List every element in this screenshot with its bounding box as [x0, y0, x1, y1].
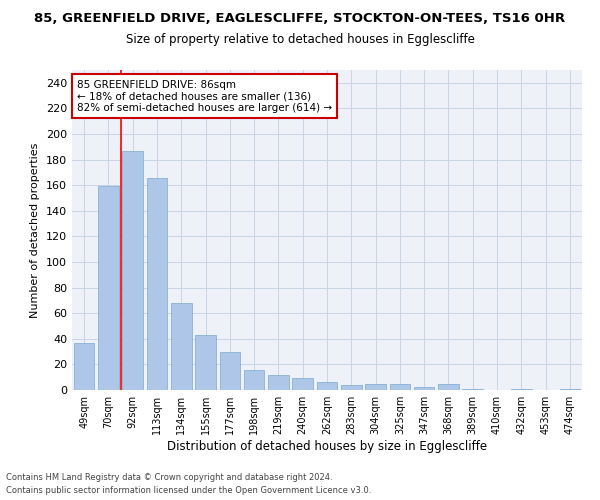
Bar [74, 342, 94, 390]
Bar [341, 385, 362, 390]
Bar [244, 370, 265, 390]
Bar [268, 374, 289, 390]
Text: 85 GREENFIELD DRIVE: 86sqm
← 18% of detached houses are smaller (136)
82% of sem: 85 GREENFIELD DRIVE: 86sqm ← 18% of deta… [77, 80, 332, 113]
Bar [438, 384, 459, 390]
Bar [292, 378, 313, 390]
X-axis label: Distribution of detached houses by size in Egglescliffe: Distribution of detached houses by size … [167, 440, 487, 453]
Bar [171, 303, 191, 390]
Bar [389, 384, 410, 390]
Text: Contains HM Land Registry data © Crown copyright and database right 2024.: Contains HM Land Registry data © Crown c… [6, 474, 332, 482]
Bar [122, 150, 143, 390]
Bar [98, 186, 119, 390]
Text: Contains public sector information licensed under the Open Government Licence v3: Contains public sector information licen… [6, 486, 371, 495]
Text: 85, GREENFIELD DRIVE, EAGLESCLIFFE, STOCKTON-ON-TEES, TS16 0HR: 85, GREENFIELD DRIVE, EAGLESCLIFFE, STOC… [34, 12, 566, 26]
Bar [511, 388, 532, 390]
Bar [463, 388, 483, 390]
Y-axis label: Number of detached properties: Number of detached properties [31, 142, 40, 318]
Bar [220, 352, 240, 390]
Bar [195, 335, 216, 390]
Bar [560, 388, 580, 390]
Bar [146, 178, 167, 390]
Text: Size of property relative to detached houses in Egglescliffe: Size of property relative to detached ho… [125, 32, 475, 46]
Bar [365, 384, 386, 390]
Bar [414, 388, 434, 390]
Bar [317, 382, 337, 390]
